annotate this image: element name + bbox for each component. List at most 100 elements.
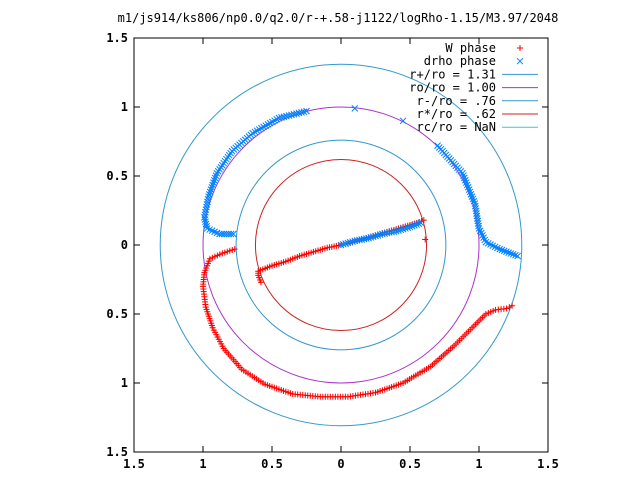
x-tick-label: 1.5 bbox=[537, 457, 559, 471]
drho-phase-point bbox=[417, 219, 425, 227]
x-tick-label: 0 bbox=[337, 457, 344, 471]
drho-phase-point bbox=[205, 191, 213, 198]
drho-phase-point bbox=[212, 172, 220, 179]
drho-phase-point bbox=[209, 181, 217, 189]
drho-phase-point bbox=[392, 227, 400, 235]
drho-phase-point bbox=[399, 117, 407, 125]
w-phase-point bbox=[517, 45, 523, 51]
drho-phase-point bbox=[351, 105, 359, 112]
drho-phase-point bbox=[406, 223, 414, 231]
axis-ticks bbox=[133, 37, 549, 453]
drho-phase-point bbox=[459, 169, 466, 177]
drho-phase-point bbox=[466, 188, 474, 196]
circle-ro-ro-1-00 bbox=[202, 106, 480, 384]
drho-phase-point bbox=[500, 247, 508, 255]
phase-series bbox=[200, 105, 521, 400]
drho-phase-point bbox=[404, 224, 412, 232]
w-phase-point bbox=[506, 304, 513, 311]
drho-phase-point bbox=[201, 214, 208, 221]
axis-tick-labels: 1.5 1 0.5 0 0.5 1 1.51.510.500.511.5 bbox=[106, 31, 559, 471]
drho-phase-point bbox=[516, 57, 524, 65]
drho-phase-point bbox=[461, 176, 469, 184]
reference-circles bbox=[159, 63, 523, 427]
drho-phase-point bbox=[290, 110, 298, 118]
drho-phase-point bbox=[337, 241, 345, 249]
y-tick-label: 0.5 bbox=[106, 169, 128, 183]
chart-title: m1/js914/ks806/np0.0/q2.0/r-+.58-j1122/l… bbox=[118, 11, 559, 25]
drho-phase-point bbox=[413, 221, 420, 228]
drho-phase-point bbox=[507, 250, 515, 257]
drho-phase-point bbox=[210, 179, 217, 186]
drho-phase-point bbox=[202, 206, 210, 213]
y-tick-label: 1 bbox=[121, 100, 128, 114]
drho-phase-point bbox=[470, 197, 478, 205]
drho-phase-point bbox=[463, 181, 471, 189]
drho-phase-point bbox=[475, 222, 482, 230]
drho-phase-point bbox=[204, 195, 212, 203]
y-tick-label: 1.5 bbox=[106, 31, 128, 45]
drho-phase-point bbox=[399, 225, 407, 233]
drho-phase-point bbox=[278, 114, 285, 121]
drho-phase-point bbox=[367, 234, 375, 241]
drho-phase-point bbox=[208, 183, 216, 191]
legend-label: r-/ro = .76 bbox=[417, 94, 496, 108]
drho-phase-point bbox=[460, 172, 467, 179]
drho-phase-point bbox=[205, 193, 212, 201]
drho-phase-point bbox=[503, 248, 510, 256]
drho-phase-point bbox=[203, 201, 211, 208]
legend-label: r*/ro = .62 bbox=[417, 107, 496, 121]
drho-phase-point bbox=[372, 232, 379, 240]
x-tick-label: 1 bbox=[199, 457, 206, 471]
w-phase-point bbox=[422, 236, 429, 243]
drho-phase-point bbox=[303, 107, 310, 115]
circle-r-ro-62 bbox=[254, 158, 428, 332]
drho-phase-point bbox=[203, 203, 210, 211]
y-tick-label: 0 bbox=[121, 238, 128, 252]
drho-phase-point bbox=[512, 251, 519, 259]
x-tick-label: 1.5 bbox=[123, 457, 145, 471]
legend-label: rc/ro = NaN bbox=[417, 120, 496, 134]
x-tick-label: 0.5 bbox=[399, 457, 421, 471]
drho-phase-point bbox=[298, 109, 305, 116]
drho-phase-point bbox=[288, 111, 295, 119]
x-tick-label: 0.5 bbox=[261, 457, 283, 471]
drho-phase-point bbox=[344, 239, 352, 247]
drho-phase-point bbox=[295, 109, 303, 117]
legend-label: drho phase bbox=[424, 54, 496, 68]
drho-phase-point bbox=[201, 216, 209, 223]
drho-phase-point bbox=[402, 225, 409, 232]
drho-phase-point bbox=[460, 174, 468, 182]
drho-phase-point bbox=[369, 233, 377, 241]
drho-phase-point bbox=[411, 222, 418, 229]
circle-r-ro-76 bbox=[235, 139, 447, 351]
drho-phase-point bbox=[210, 176, 218, 184]
drho-phase-point bbox=[496, 245, 504, 253]
drho-phase-point bbox=[202, 208, 209, 216]
drho-phase-point bbox=[365, 234, 372, 242]
drho-phase-point bbox=[346, 238, 354, 246]
w-phase-point bbox=[257, 279, 264, 286]
drho-phase-point bbox=[207, 186, 215, 194]
drho-phase-point bbox=[505, 249, 513, 256]
legend-label: ro/ro = 1.00 bbox=[409, 81, 496, 95]
drho-phase-point bbox=[464, 183, 472, 191]
circle-r-ro-1-31 bbox=[159, 63, 523, 427]
drho-phase-point bbox=[514, 252, 521, 260]
y-tick-label: 1 bbox=[121, 376, 128, 390]
y-tick-label: 0.5 bbox=[106, 307, 128, 321]
drho-phase-point bbox=[395, 227, 402, 234]
drho-phase-point bbox=[283, 112, 290, 120]
drho-phase-point bbox=[342, 240, 349, 247]
x-tick-label: 1 bbox=[475, 457, 482, 471]
y-tick-label: 1.5 bbox=[106, 445, 128, 459]
drho-phase-point bbox=[509, 250, 517, 258]
legend-label: W phase bbox=[445, 41, 496, 55]
drho-phase-point bbox=[300, 108, 308, 116]
drho-phase-point bbox=[293, 110, 300, 118]
legend-label: r+/ro = 1.31 bbox=[409, 67, 496, 81]
drho-phase-point bbox=[397, 226, 405, 234]
drho-phase-point bbox=[465, 186, 473, 193]
drho-phase-point bbox=[285, 112, 293, 119]
drho-phase-point bbox=[280, 113, 288, 121]
